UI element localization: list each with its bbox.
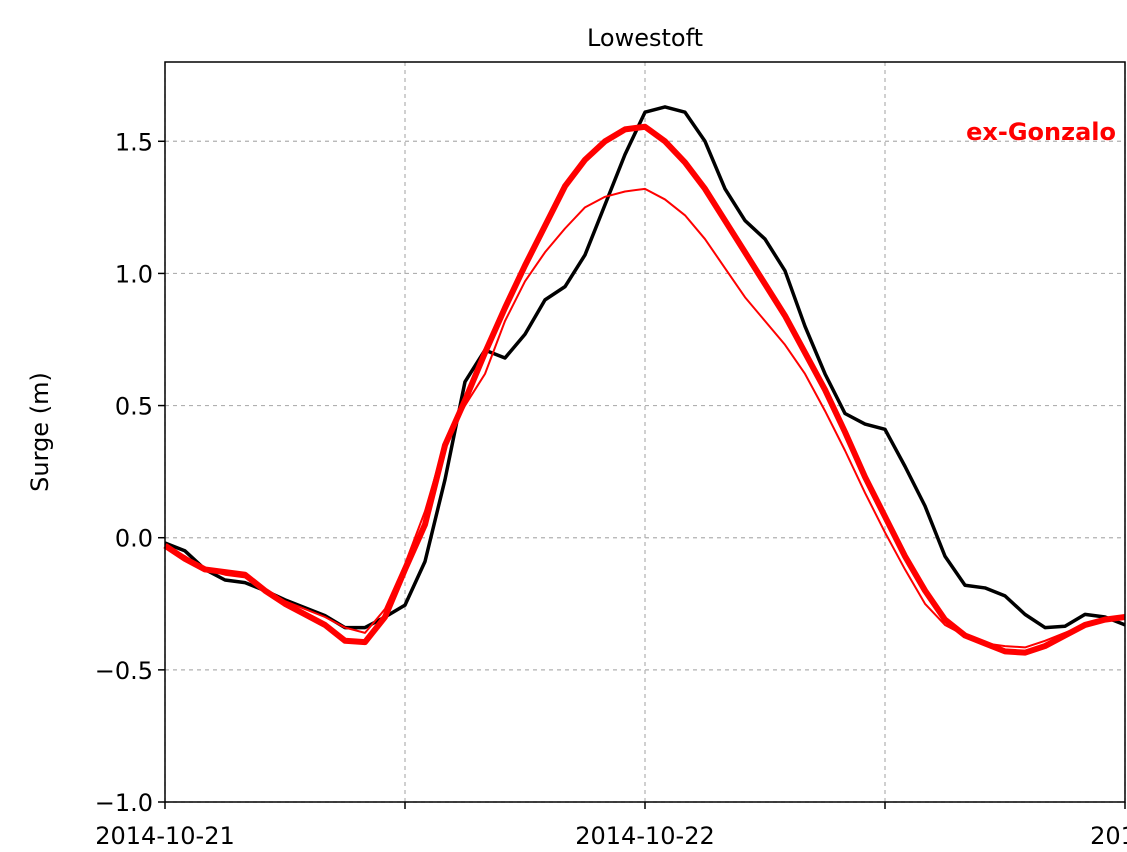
y-tick-label: 1.0 xyxy=(115,260,153,288)
chart-title: Lowestoft xyxy=(587,24,703,52)
series-line xyxy=(163,123,1126,656)
y-tick-label: 1.5 xyxy=(115,128,153,156)
annotation: ex-Gonzalo xyxy=(966,118,1116,146)
y-tick-label: −1.0 xyxy=(95,789,153,817)
x-tick-label: 2014- xyxy=(1090,822,1127,850)
x-tick-label: 2014-10-21 xyxy=(95,822,234,850)
series-line xyxy=(164,105,1126,630)
x-tick-label: 2014-10-22 xyxy=(575,822,714,850)
series-line xyxy=(164,187,1126,649)
y-tick-label: 0.0 xyxy=(115,525,153,553)
plot-frame xyxy=(164,61,1126,803)
y-tick-label: −0.5 xyxy=(95,657,153,685)
y-tick-label: 0.5 xyxy=(115,393,153,421)
y-axis-label: Surge (m) xyxy=(26,372,54,492)
